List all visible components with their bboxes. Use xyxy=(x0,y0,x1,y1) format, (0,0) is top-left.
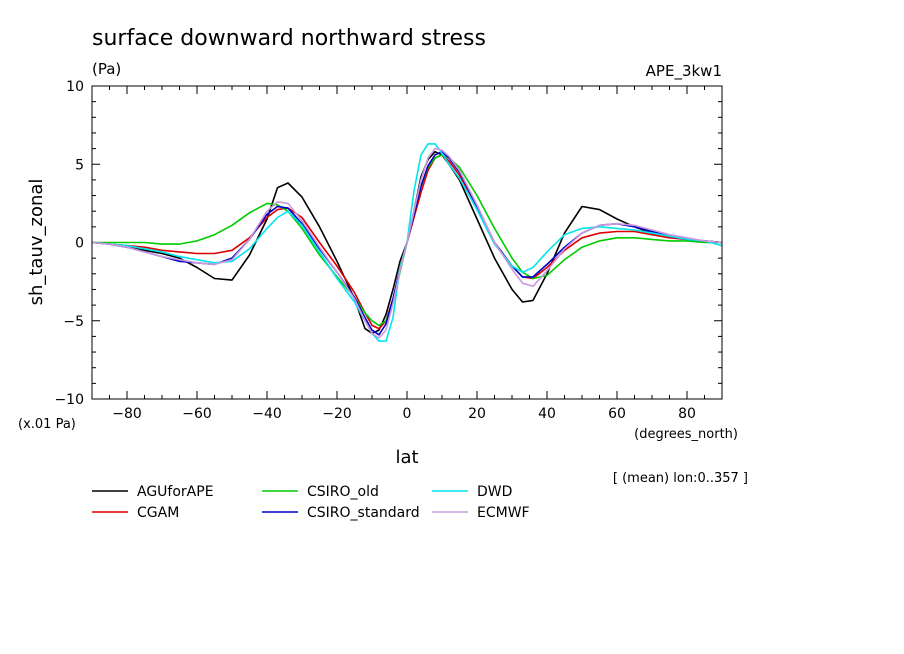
units-label: (Pa) xyxy=(92,60,121,78)
y-tick-label: 5 xyxy=(75,157,84,173)
x-tick-label: 40 xyxy=(538,406,556,422)
x-axis-label: lat xyxy=(395,447,418,468)
x-tick-label: −20 xyxy=(322,406,352,422)
chart-title: surface downward northward stress xyxy=(92,26,486,51)
y-axis-label: sh_tauv_zonal xyxy=(26,179,47,306)
y-tick-label: 0 xyxy=(75,236,84,252)
x-tick-label: 80 xyxy=(678,406,696,422)
y-scale-note: (x.01 Pa) xyxy=(18,417,76,432)
legend-label: CSIRO_standard xyxy=(307,505,420,521)
legend-item: CGAM xyxy=(92,505,179,521)
legend-item: CSIRO_old xyxy=(262,484,379,500)
footnote: [ (mean) lon:0..357 ] xyxy=(613,471,748,486)
legend-label: ECMWF xyxy=(477,505,530,521)
x-tick-label: 20 xyxy=(468,406,486,422)
legend-item: ECMWF xyxy=(432,505,530,521)
legend-label: CSIRO_old xyxy=(307,484,379,500)
y-tick-labels: −10 −5 0 5 10 xyxy=(54,79,84,408)
y-tick-label: −10 xyxy=(54,392,84,408)
legend: AGUforAPE CGAM CSIRO_old CSIRO_standard DWD E… xyxy=(92,484,530,521)
x-tick-label: −80 xyxy=(112,406,142,422)
series-line-ecmwf xyxy=(91,147,723,339)
legend-item: AGUforAPE xyxy=(92,484,214,500)
legend-item: DWD xyxy=(432,484,512,500)
legend-label: CGAM xyxy=(137,505,179,521)
series-lines xyxy=(91,143,723,342)
x-tick-label: 0 xyxy=(403,406,412,422)
x-tick-label: −60 xyxy=(182,406,212,422)
y-tick-label: 10 xyxy=(66,79,84,95)
legend-label: AGUforAPE xyxy=(137,484,214,500)
experiment-label: APE_3kw1 xyxy=(646,62,722,81)
legend-label: DWD xyxy=(477,484,512,500)
x-tick-labels: −80 −60 −40 −20 0 20 40 60 80 xyxy=(112,406,696,422)
x-units-label: (degrees_north) xyxy=(634,427,738,442)
x-tick-label: −40 xyxy=(252,406,282,422)
y-tick-label: −5 xyxy=(63,314,84,330)
legend-item: CSIRO_standard xyxy=(262,505,420,521)
x-tick-label: 60 xyxy=(608,406,626,422)
plot-frame xyxy=(91,85,723,400)
